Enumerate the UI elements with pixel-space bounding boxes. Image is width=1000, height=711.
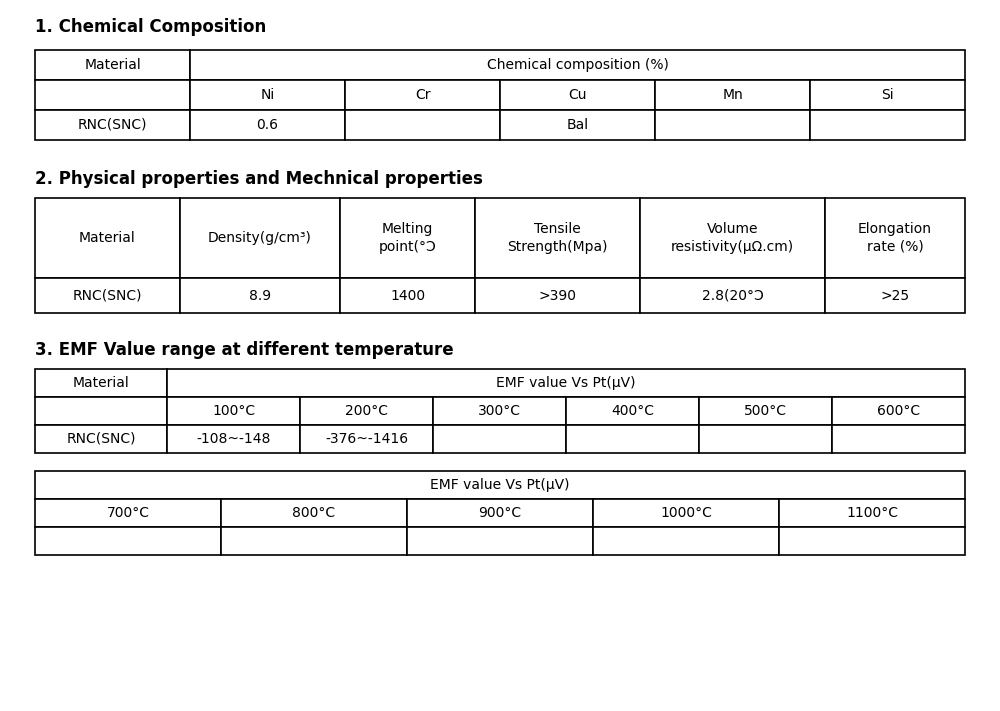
Text: Si: Si <box>881 88 894 102</box>
Text: 500°C: 500°C <box>744 404 787 418</box>
Text: Mn: Mn <box>722 88 743 102</box>
Bar <box>221 499 407 527</box>
Text: 300°C: 300°C <box>478 404 521 418</box>
Text: Density(g/cm³): Density(g/cm³) <box>208 231 312 245</box>
Bar <box>35 198 180 278</box>
Bar <box>593 499 779 527</box>
Bar <box>167 425 300 453</box>
Text: 3. EMF Value range at different temperature: 3. EMF Value range at different temperat… <box>35 341 454 359</box>
Text: 1. Chemical Composition: 1. Chemical Composition <box>35 18 266 36</box>
Bar <box>340 278 475 313</box>
Bar <box>779 499 965 527</box>
Text: 600°C: 600°C <box>877 404 920 418</box>
Text: Bal: Bal <box>566 118 589 132</box>
Bar <box>167 369 965 397</box>
Text: 1400: 1400 <box>390 289 425 302</box>
Bar <box>699 397 832 425</box>
Text: -108~-148: -108~-148 <box>196 432 271 446</box>
Bar <box>190 110 345 140</box>
Bar <box>593 527 779 555</box>
Bar <box>167 397 300 425</box>
Bar <box>300 397 433 425</box>
Bar <box>35 80 190 110</box>
Bar <box>475 278 640 313</box>
Text: Tensile
Strength(Mpa): Tensile Strength(Mpa) <box>507 223 608 254</box>
Text: EMF value Vs Pt(μV): EMF value Vs Pt(μV) <box>430 478 570 492</box>
Text: -376~-1416: -376~-1416 <box>325 432 408 446</box>
Bar <box>35 50 190 80</box>
Bar <box>825 198 965 278</box>
Bar <box>345 110 500 140</box>
Text: Cr: Cr <box>415 88 430 102</box>
Text: >25: >25 <box>880 289 910 302</box>
Text: Elongation
rate (%): Elongation rate (%) <box>858 223 932 254</box>
Text: 400°C: 400°C <box>611 404 654 418</box>
Text: 200°C: 200°C <box>345 404 388 418</box>
Bar <box>35 471 965 499</box>
Text: 800°C: 800°C <box>292 506 336 520</box>
Bar <box>35 397 167 425</box>
Bar <box>832 397 965 425</box>
Text: 700°C: 700°C <box>106 506 150 520</box>
Bar <box>407 527 593 555</box>
Text: Ni: Ni <box>260 88 275 102</box>
Bar <box>221 527 407 555</box>
Text: RNC(SNC): RNC(SNC) <box>66 432 136 446</box>
Bar <box>345 80 500 110</box>
Bar <box>566 397 699 425</box>
Bar <box>407 499 593 527</box>
Bar <box>190 50 965 80</box>
Text: 900°C: 900°C <box>478 506 522 520</box>
Text: 0.6: 0.6 <box>256 118 278 132</box>
Text: 2. Physical properties and Mechnical properties: 2. Physical properties and Mechnical pro… <box>35 170 483 188</box>
Text: RNC(SNC): RNC(SNC) <box>78 118 147 132</box>
Text: Chemical composition (%): Chemical composition (%) <box>487 58 668 72</box>
Bar <box>779 527 965 555</box>
Bar <box>640 198 825 278</box>
Text: EMF value Vs Pt(μV): EMF value Vs Pt(μV) <box>496 376 636 390</box>
Bar <box>190 80 345 110</box>
Text: Melting
point(°Ɔ: Melting point(°Ɔ <box>379 223 436 254</box>
Bar <box>810 110 965 140</box>
Text: Material: Material <box>84 58 141 72</box>
Bar <box>566 425 699 453</box>
Bar <box>655 80 810 110</box>
Bar <box>35 369 167 397</box>
Text: Material: Material <box>73 376 129 390</box>
Bar <box>433 397 566 425</box>
Bar <box>340 198 475 278</box>
Text: 8.9: 8.9 <box>249 289 271 302</box>
Bar <box>500 80 655 110</box>
Bar <box>35 110 190 140</box>
Bar <box>832 425 965 453</box>
Bar <box>500 110 655 140</box>
Text: RNC(SNC): RNC(SNC) <box>73 289 142 302</box>
Text: Cu: Cu <box>568 88 587 102</box>
Bar <box>825 278 965 313</box>
Bar <box>180 278 340 313</box>
Text: 2.8(20°Ɔ: 2.8(20°Ɔ <box>702 289 763 302</box>
Bar <box>655 110 810 140</box>
Text: Volume
resistivity(μΩ.cm): Volume resistivity(μΩ.cm) <box>671 223 794 254</box>
Bar <box>180 198 340 278</box>
Text: Material: Material <box>79 231 136 245</box>
Bar <box>35 278 180 313</box>
Bar <box>810 80 965 110</box>
Text: 1100°C: 1100°C <box>846 506 898 520</box>
Text: >390: >390 <box>538 289 576 302</box>
Bar <box>35 499 221 527</box>
Bar <box>35 527 221 555</box>
Bar <box>699 425 832 453</box>
Bar <box>640 278 825 313</box>
Bar <box>475 198 640 278</box>
Text: 100°C: 100°C <box>212 404 255 418</box>
Bar <box>35 425 167 453</box>
Bar <box>300 425 433 453</box>
Text: 1000°C: 1000°C <box>660 506 712 520</box>
Bar <box>433 425 566 453</box>
